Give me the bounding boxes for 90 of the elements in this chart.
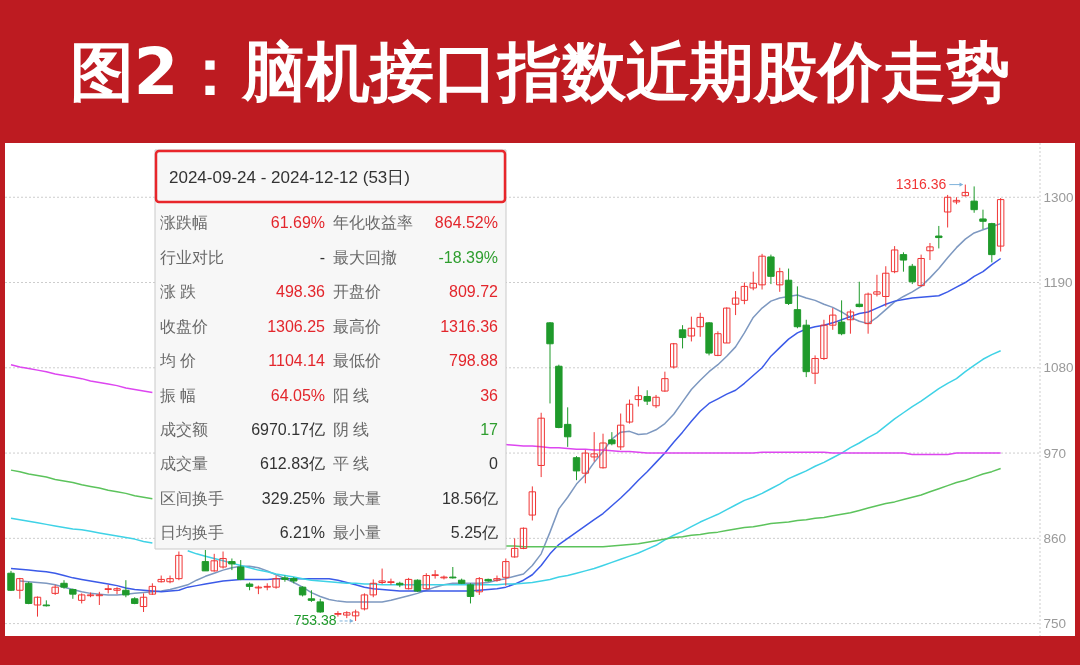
y-tick-label: 860 <box>1043 530 1067 546</box>
candlestick <box>652 394 660 409</box>
text: 809.72 <box>449 283 498 301</box>
text: 18.56亿 <box>441 489 498 507</box>
chart-title: 图2：脑机接口指数近期股价走势 <box>69 34 1011 109</box>
y-tick-label: 750 <box>1043 616 1067 632</box>
text: 64.05% <box>270 386 325 404</box>
category-label: 区间换手 <box>160 489 224 507</box>
text: 1316.36 <box>895 175 947 192</box>
candlestick <box>625 399 634 425</box>
candlestick <box>493 575 501 583</box>
category-label: 均 价 <box>159 352 197 370</box>
category-label: 收盘价 <box>160 317 208 335</box>
category-label: 平 线 <box>333 455 370 473</box>
text: 6970.17亿 <box>251 421 325 438</box>
candlestick <box>537 412 545 478</box>
candlestick <box>970 185 978 214</box>
category-label: 最大回撤 <box>333 248 397 266</box>
candlestick <box>926 242 934 261</box>
candlestick <box>899 251 908 273</box>
candlestick <box>696 312 704 338</box>
text: 0 <box>489 455 498 473</box>
candlestick <box>979 209 987 230</box>
candlestick <box>731 290 740 316</box>
text: 753.38 <box>293 611 337 628</box>
category-label: 开盘价 <box>333 283 381 301</box>
candlestick <box>608 431 616 446</box>
text: 798.88 <box>449 352 498 370</box>
candlestick <box>890 245 899 274</box>
category-label: 阴 线 <box>333 421 370 438</box>
candlestick <box>935 225 943 249</box>
candlestick <box>678 324 687 349</box>
text: 1316.36 <box>440 317 498 335</box>
candlestick <box>16 577 24 600</box>
text: 864.52% <box>434 214 498 232</box>
candlestick <box>528 485 537 521</box>
category-label: 振 幅 <box>160 386 197 404</box>
y-tick-label: 970 <box>1043 445 1067 461</box>
text: 2024-09-24 - 2024-12-12 (53日) <box>169 168 410 187</box>
candlestick <box>139 592 148 613</box>
candlestick <box>466 582 475 604</box>
category-label: 最大量 <box>333 489 381 507</box>
candlestick <box>572 455 581 481</box>
candlestick <box>996 197 1005 253</box>
candlestick <box>767 254 775 285</box>
candlestick <box>502 557 510 587</box>
text: 6.21% <box>279 524 325 542</box>
category-label: 日均换手 <box>160 524 224 542</box>
text: 612.83亿 <box>260 455 325 473</box>
candlestick <box>917 254 925 287</box>
candlestick <box>122 579 130 598</box>
candlestick <box>616 413 625 451</box>
candlestick <box>908 263 916 285</box>
candlestick <box>661 371 669 393</box>
category-label: 成交额 <box>160 421 208 438</box>
candlestick <box>228 557 236 571</box>
text: 17 <box>480 421 498 438</box>
y-tick-label: 1080 <box>1043 360 1074 376</box>
text: 498.36 <box>276 283 325 301</box>
category-label: 最高价 <box>333 317 381 335</box>
candlestick <box>670 342 678 370</box>
candlestick <box>687 316 696 342</box>
category-label: 涨跌幅 <box>160 214 208 232</box>
y-tick-label: 1300 <box>1043 189 1074 205</box>
candlestick <box>546 321 554 404</box>
category-label: 年化收益率 <box>333 214 413 232</box>
candlestick <box>776 267 784 293</box>
candlestick <box>33 595 42 618</box>
candlestick <box>201 549 210 572</box>
candlestick <box>634 385 643 408</box>
text: - <box>319 248 325 266</box>
category-label: 最小量 <box>333 524 381 542</box>
category-label: 最低价 <box>333 352 381 370</box>
text: 1104.14 <box>268 352 325 370</box>
y-tick-label: 1190 <box>1043 275 1073 291</box>
candlestick <box>784 268 793 306</box>
text: 329.25% <box>261 489 325 507</box>
candlestick <box>855 281 863 308</box>
text: 5.25亿 <box>450 524 498 542</box>
text: 1306.25 <box>267 317 325 335</box>
candlestick <box>943 194 952 228</box>
text: 61.69% <box>270 214 325 232</box>
category-label: 成交量 <box>160 455 208 473</box>
candlestick <box>846 309 855 335</box>
candlestick <box>837 299 846 336</box>
category-label: 阳 线 <box>333 386 370 404</box>
category-label: 行业对比 <box>160 248 224 266</box>
text: 36 <box>480 386 498 404</box>
text: -18.39% <box>438 248 498 266</box>
category-label: 涨 跌 <box>160 283 197 301</box>
